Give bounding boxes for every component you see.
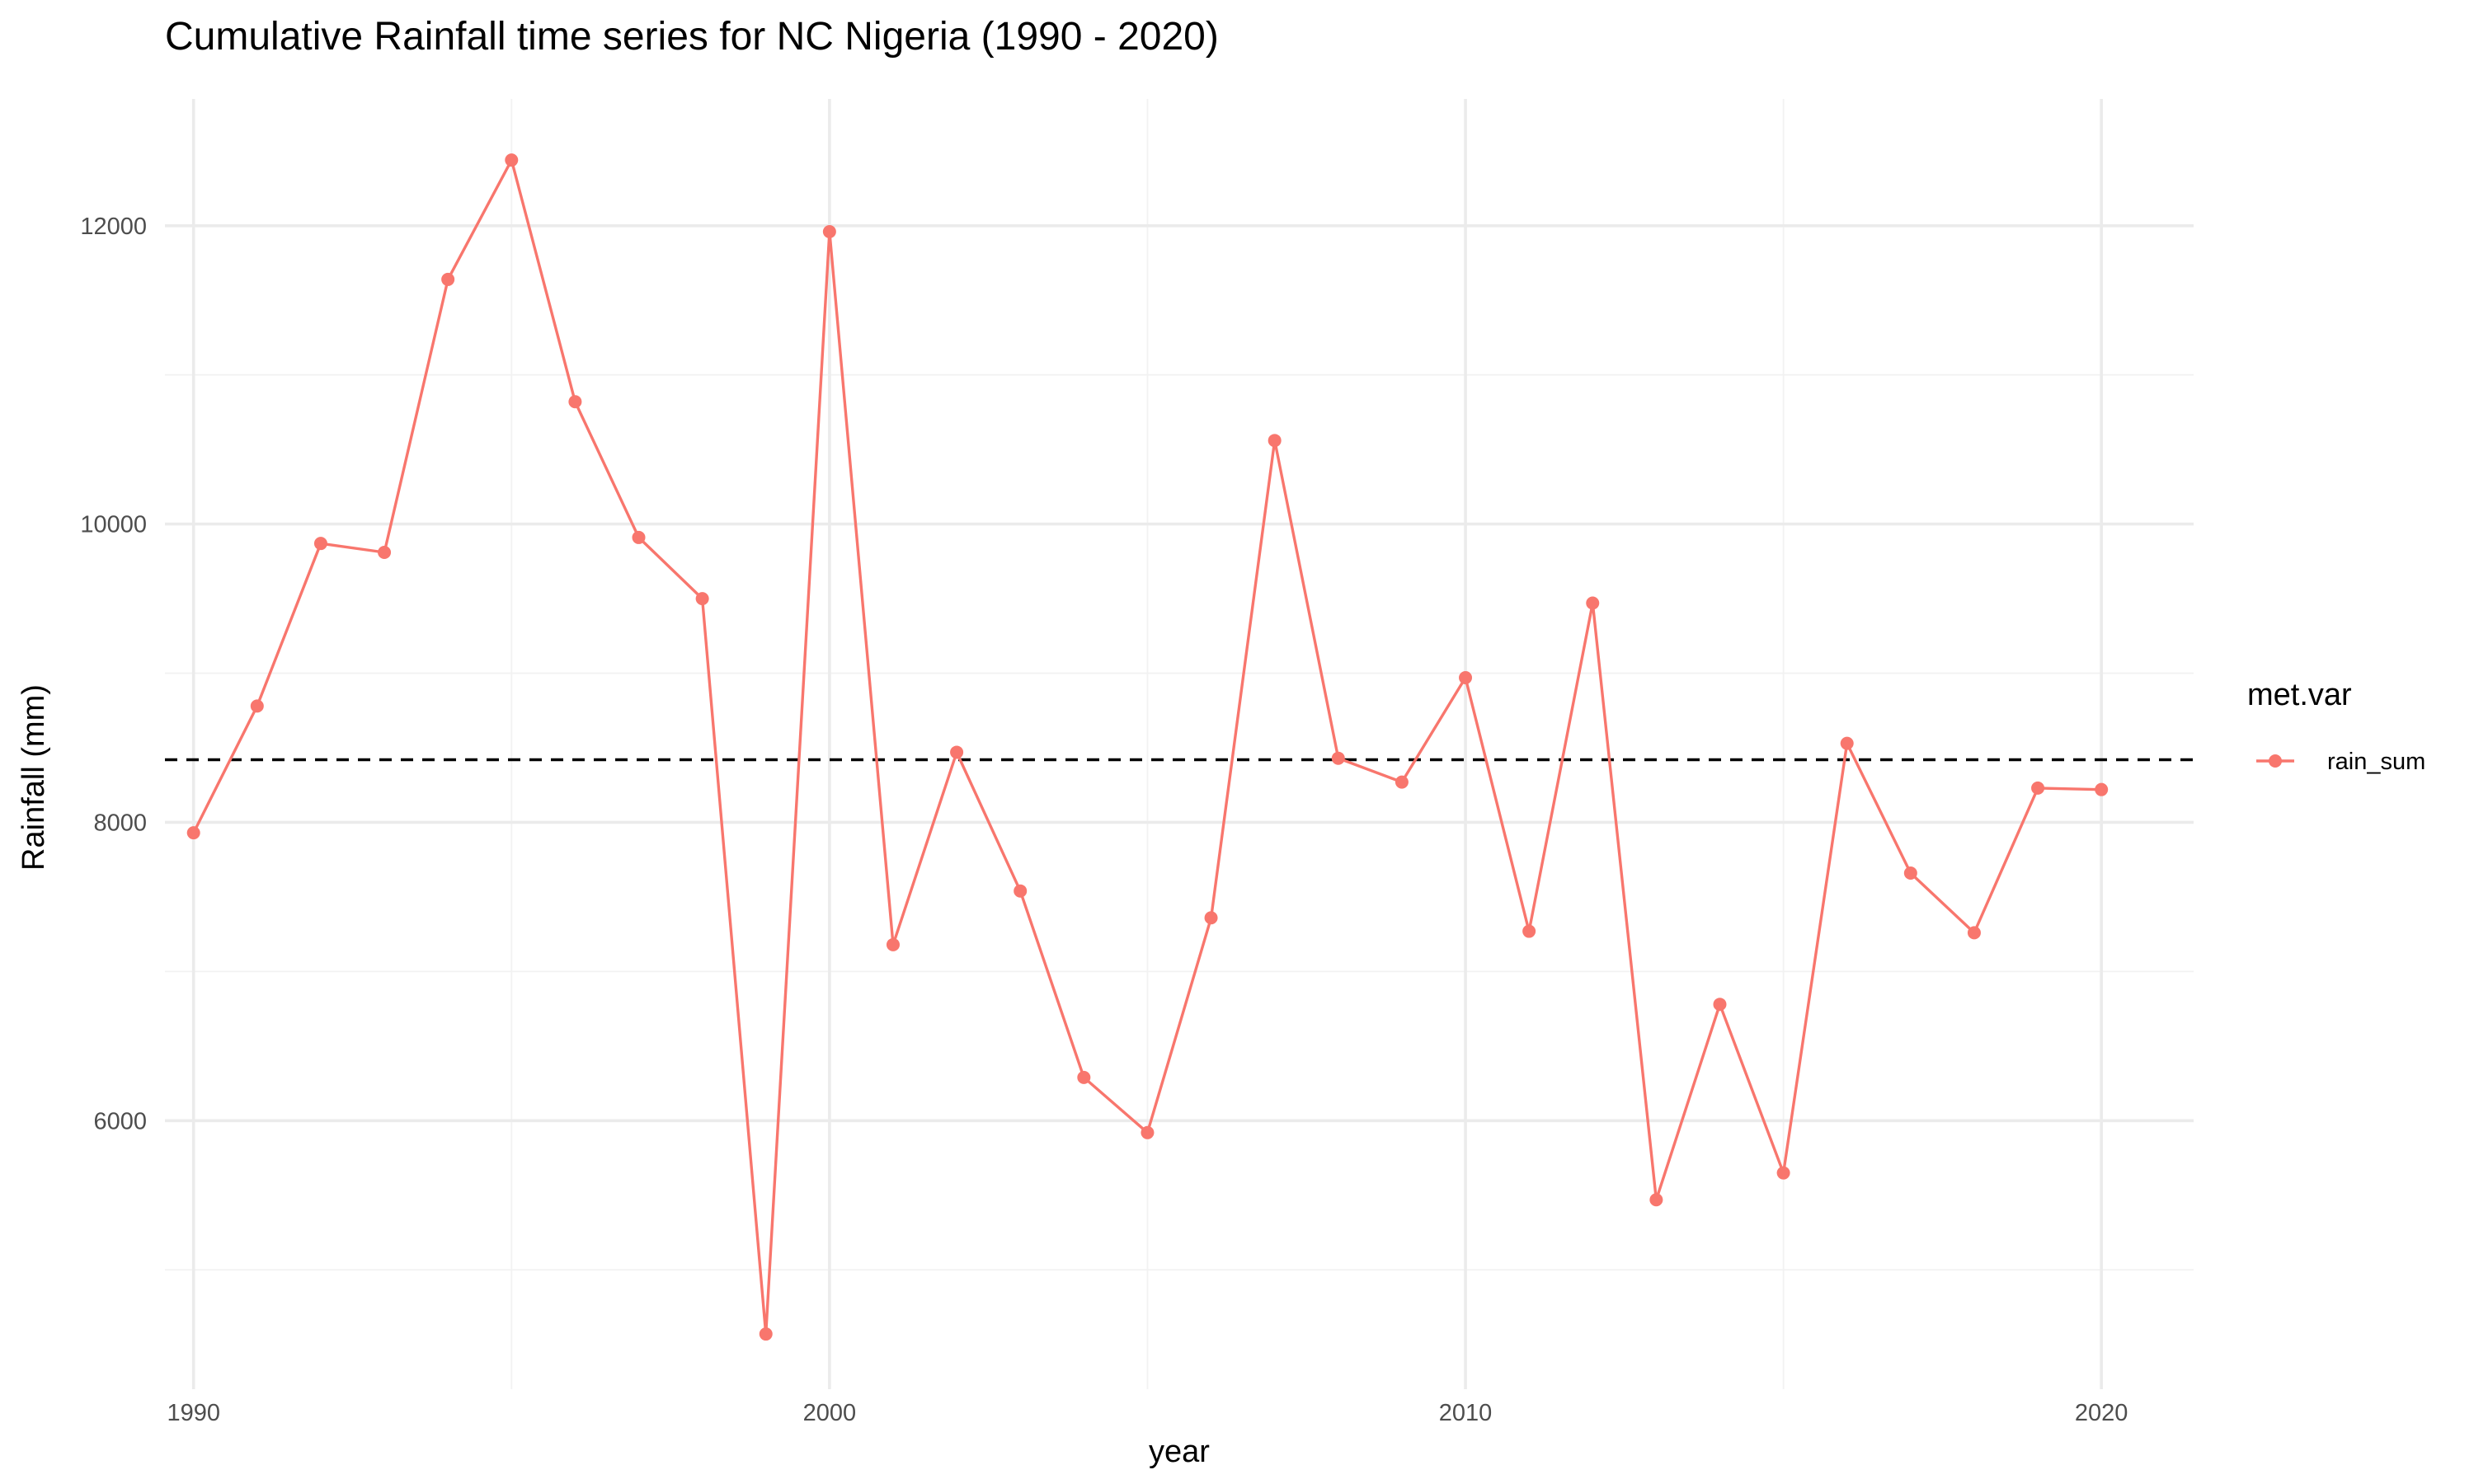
data-point <box>1713 998 1727 1012</box>
data-point <box>1268 434 1282 448</box>
x-tick-label: 2010 <box>1439 1400 1493 1426</box>
grid <box>165 99 2194 1389</box>
x-tick-label: 2000 <box>803 1400 857 1426</box>
data-point <box>1967 926 1981 940</box>
x-tick-label: 2020 <box>2075 1400 2128 1426</box>
data-point <box>378 546 392 560</box>
data-point <box>950 745 964 759</box>
data-point <box>759 1327 773 1341</box>
data-point <box>1776 1166 1790 1180</box>
x-axis-title: year <box>1149 1435 1210 1469</box>
y-tick-label: 8000 <box>93 810 147 836</box>
y-tick-label: 10000 <box>80 512 147 538</box>
chart-title: Cumulative Rainfall time series for NC N… <box>165 15 1219 59</box>
data-point <box>441 272 455 286</box>
data-point <box>1331 751 1345 765</box>
series-group <box>186 153 2109 1341</box>
y-tick-labels: 6000 8000 10000 12000 <box>80 214 147 1135</box>
data-point <box>695 592 709 606</box>
data-point <box>1840 736 1854 750</box>
data-point <box>2031 781 2045 795</box>
data-point <box>250 699 264 713</box>
data-point <box>1586 596 1600 610</box>
data-point <box>1204 911 1218 925</box>
y-tick-label: 6000 <box>93 1108 147 1134</box>
legend: met.var rain_sum <box>2247 678 2425 775</box>
data-point <box>822 225 836 239</box>
legend-key-point <box>2269 754 2282 768</box>
x-tick-label: 1990 <box>167 1400 220 1426</box>
y-tick-label: 12000 <box>80 214 147 240</box>
x-tick-labels: 1990 2000 2010 2020 <box>167 1400 2128 1426</box>
data-point <box>886 937 900 951</box>
data-point <box>505 153 519 167</box>
data-point <box>1141 1125 1155 1139</box>
data-point <box>1395 775 1409 789</box>
legend-title: met.var <box>2247 678 2352 712</box>
legend-label-rain-sum: rain_sum <box>2327 749 2425 775</box>
data-point <box>1459 670 1473 684</box>
data-point <box>632 530 646 544</box>
data-point <box>1077 1070 1091 1084</box>
data-point <box>1903 866 1917 880</box>
data-point <box>313 537 327 551</box>
y-axis-title: Rainfall (mm) <box>16 684 51 871</box>
data-point <box>186 826 200 840</box>
data-point <box>1649 1193 1663 1207</box>
data-point <box>1522 924 1536 938</box>
data-point <box>568 395 582 409</box>
data-point <box>1014 884 1028 898</box>
data-point <box>2095 782 2109 796</box>
